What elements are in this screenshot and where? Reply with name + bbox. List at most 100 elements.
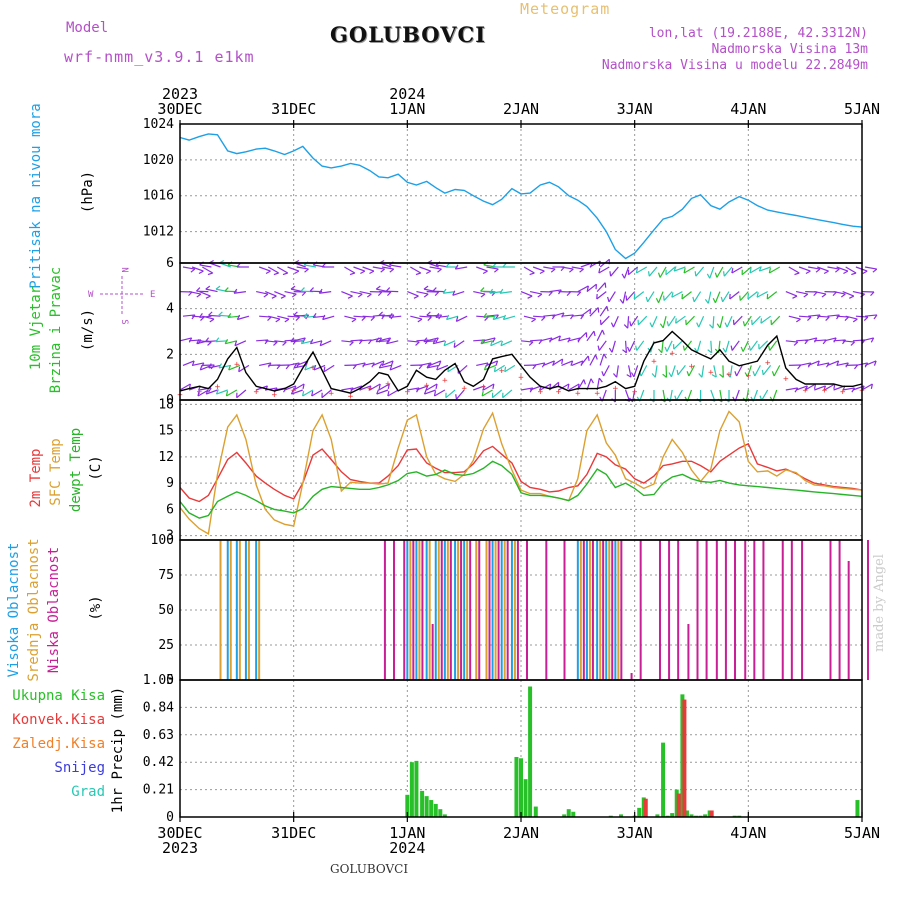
wind-barb — [604, 282, 607, 288]
wind-arrow — [622, 291, 627, 304]
wind-arrow — [386, 340, 399, 345]
wind-arrow — [603, 365, 610, 377]
wind-arrow — [191, 362, 204, 366]
panel-precip: 0 0.21 0.42 0.63 0.84 1.05 Ukupna Kisa Konvek.K… — [12, 673, 862, 825]
wind-arrow — [182, 266, 195, 270]
wind-arrow — [817, 362, 830, 366]
top-year-label: 2023 — [162, 85, 198, 103]
wind-barb — [722, 271, 725, 277]
wind-arrow — [827, 360, 839, 366]
wind-arrow — [359, 339, 372, 342]
wind-barb — [622, 349, 627, 354]
wind-barb — [724, 322, 728, 328]
wind-arrow — [824, 383, 836, 391]
wind-barb — [228, 364, 231, 371]
wind-barb — [494, 268, 499, 273]
wind-mark: + — [234, 360, 240, 370]
wind-barb — [480, 287, 485, 292]
wind-arrow — [387, 389, 399, 397]
wind-arrow — [490, 340, 502, 347]
wind-arrow — [758, 340, 769, 350]
wind-arrow — [197, 389, 209, 397]
wind-barb — [387, 337, 392, 343]
wind-arrow — [369, 383, 381, 391]
bottom-year-label: 2023 — [162, 839, 198, 857]
precip-bar — [533, 806, 538, 817]
precip-bar — [528, 686, 533, 817]
wind-barb — [704, 298, 709, 304]
wind-arrow — [237, 315, 250, 321]
cloud-bar — [687, 624, 690, 680]
wind-mark: + — [442, 376, 448, 386]
wind-barb — [273, 272, 279, 276]
wind-barb — [357, 293, 363, 298]
wind-arrow — [785, 291, 798, 297]
wind-arrow — [814, 385, 826, 391]
y-tick-label: 15 — [158, 424, 174, 439]
cloud-bar — [596, 540, 599, 680]
wind-barb — [432, 338, 437, 344]
temp-line-1 — [179, 442, 863, 503]
wind-arrow — [733, 315, 743, 326]
cloud-bar — [403, 540, 406, 680]
wind-barb — [300, 338, 305, 344]
wind-barb — [426, 311, 431, 316]
wind-arrow — [598, 340, 607, 351]
wind-mark: + — [538, 387, 544, 397]
precip-legend-item: Snijeg — [54, 760, 105, 776]
wind-barb — [415, 341, 420, 346]
wind-arrow — [663, 291, 673, 301]
wind-arrow — [492, 315, 505, 321]
wind-arrow — [494, 364, 505, 373]
cloud-bar — [393, 540, 396, 680]
wind-barb — [215, 389, 219, 395]
wind-barb — [388, 313, 393, 318]
wind-barb — [426, 363, 431, 369]
wind-arrow — [353, 315, 366, 318]
wind-arrow — [696, 340, 702, 353]
wind-barb — [309, 287, 314, 292]
wind-arrow — [389, 315, 402, 319]
wind-arrow — [731, 266, 743, 274]
top-date-label: 31DEC — [271, 100, 316, 118]
wind-barb — [452, 290, 456, 296]
wind-arrow — [577, 332, 587, 342]
wind-arrow — [532, 266, 545, 272]
wind-barb — [851, 272, 857, 276]
wind-barb — [756, 292, 759, 298]
wind-arrow — [205, 288, 218, 293]
wind-barb — [621, 273, 625, 279]
wind-barb — [455, 316, 459, 322]
wind-barb — [694, 347, 698, 353]
wind-arrow — [785, 340, 798, 343]
wind-barb — [432, 287, 437, 292]
wind-barb — [815, 268, 821, 273]
temp-unit-label: (C) — [88, 455, 104, 480]
wind-arrow — [798, 362, 811, 366]
wind-arrow — [378, 383, 390, 391]
wind-barb — [304, 268, 309, 273]
wind-arrow — [804, 383, 816, 391]
wind-arrow — [670, 365, 676, 377]
top-date-label: 2JAN — [503, 100, 539, 118]
wind-arrow — [589, 260, 601, 268]
wind-arrow — [529, 385, 542, 391]
wind-barb — [658, 348, 663, 354]
wind-mark: + — [783, 375, 789, 385]
precip-bar — [619, 814, 624, 817]
wind-barb — [209, 318, 215, 323]
wind-arrow — [709, 266, 715, 279]
wind-barb — [196, 338, 200, 344]
wind-barb — [360, 270, 366, 274]
wind-arrow — [277, 315, 290, 320]
wind-arrow — [362, 266, 375, 272]
cloud-bar — [258, 540, 261, 680]
wind-barb — [862, 270, 868, 274]
wind-arrow — [723, 266, 733, 277]
wind-arrow — [817, 266, 829, 272]
wind-arrow — [296, 360, 309, 366]
wind-arrow — [747, 365, 752, 377]
wind-arrow — [436, 364, 449, 371]
wind-barb — [275, 318, 281, 323]
wind-arrow — [673, 266, 686, 272]
